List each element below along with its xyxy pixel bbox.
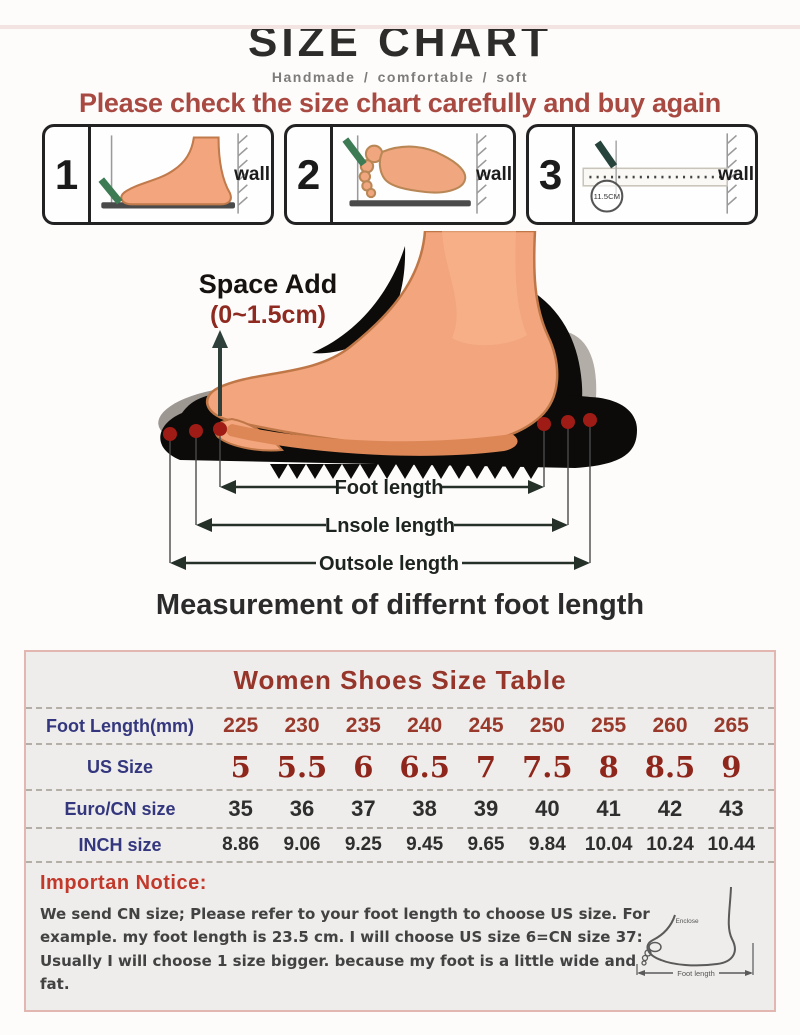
size-cell: 265: [713, 714, 749, 737]
size-cell: 9.84: [528, 834, 566, 855]
size-table-title: Women Shoes Size Table: [233, 665, 567, 695]
size-cell: 7.5: [522, 750, 573, 784]
foot-sketch-icon: Enclose Foot length: [636, 886, 754, 978]
size-table: Women Shoes Size Table Foot Length(mm) 22…: [24, 650, 776, 1012]
size-cell: 260: [652, 714, 688, 737]
size-cell: 9.06: [283, 834, 321, 855]
foot-side-view-icon: [98, 133, 248, 214]
step-panel-3: 3 11.5CM wall: [526, 124, 758, 225]
foot-in-shoe-illustration: Space Add (0~1.5cm) Foot length Lnsole l…: [158, 231, 638, 575]
step-panel-2: 2: [284, 124, 516, 225]
outsole-length-label: Outsole length: [319, 553, 459, 575]
size-cell: 250: [529, 714, 565, 737]
size-row-label: Foot Length(mm): [46, 715, 194, 736]
measurement-diagram: Space Add (0~1.5cm) Foot length Lnsole l…: [0, 231, 800, 585]
size-cell: 255: [591, 714, 627, 737]
sketch-ankle-label: Enclose: [675, 918, 699, 925]
size-row-label: INCH size: [78, 834, 162, 855]
size-cell: 37: [351, 796, 376, 821]
size-cell: 5.5: [276, 750, 328, 784]
size-cell: 10.04: [584, 834, 633, 855]
size-cell: 42: [657, 796, 683, 821]
warning-text: Please check the size chart carefully an…: [79, 88, 721, 118]
diagram-caption: Measurement of differnt foot length: [155, 589, 645, 621]
size-cell: 245: [468, 714, 504, 737]
wall-label: wall: [234, 163, 270, 185]
size-row-label: US Size: [86, 756, 154, 777]
size-cell: 43: [719, 796, 744, 821]
size-cell: 8.86: [222, 834, 260, 855]
size-cell: 40: [535, 796, 560, 821]
step-number: 2: [287, 127, 333, 222]
size-cell: 35: [228, 796, 253, 821]
sketch-length-label: Foot length: [677, 969, 715, 978]
size-cell: 39: [473, 796, 499, 821]
size-cell: 7: [475, 750, 497, 784]
foot-length-label: Foot length: [335, 477, 444, 499]
ruler-measure-label: 11.5CM: [594, 192, 620, 201]
size-cell: 9.25: [344, 834, 382, 855]
size-cell: 10.44: [707, 834, 756, 855]
size-table-row: INCH size 8.86 9.06 9.25 9.45 9.65 9.84 10.04 10…: [26, 827, 774, 861]
size-cell: 230: [284, 714, 320, 737]
step-illustration-footprint: wall: [333, 127, 513, 222]
size-cell: 6.5: [399, 750, 450, 784]
step-illustration-ruler: 11.5CM wall: [575, 127, 755, 222]
wall-label: wall: [476, 163, 512, 185]
size-table-row: Euro/CN size 35 36 37 38 39 40 41 42 43: [26, 789, 774, 827]
important-notice: Importan Notice: We send CN size; Please…: [26, 861, 774, 1010]
size-table-row: Foot Length(mm) 225 230 235 240 245 250 255 260 2…: [26, 707, 774, 743]
size-cell: 240: [407, 714, 443, 737]
page-subtitle: Handmade / comfortable / soft: [271, 69, 529, 85]
measure-steps-row: 1 wall 2: [0, 124, 800, 225]
size-cell: 10.24: [646, 834, 694, 855]
size-cell: 6: [353, 750, 374, 784]
step-panel-1: 1 wall: [42, 124, 274, 225]
size-cell: 235: [345, 714, 381, 737]
space-add-label: Space Add: [199, 269, 338, 299]
size-cell: 225: [223, 714, 259, 737]
space-add-range: (0~1.5cm): [210, 301, 326, 329]
size-cell: 8.5: [644, 750, 696, 784]
wall-label: wall: [718, 163, 754, 185]
insole-length-label: Lnsole length: [325, 515, 455, 537]
size-cell: 38: [412, 796, 437, 821]
ruler-icon: 11.5CM: [582, 133, 737, 214]
size-cell: 36: [289, 796, 315, 821]
size-cell: 9.45: [406, 834, 444, 855]
size-cell: 9.65: [467, 834, 505, 855]
size-row-label: Euro/CN size: [64, 798, 176, 819]
notice-title: Importan Notice:: [40, 872, 207, 894]
decorative-top-strip: [0, 25, 800, 29]
size-cell: 8: [598, 750, 619, 784]
size-cell: 9: [721, 750, 742, 784]
step-number: 3: [529, 127, 575, 222]
size-table-body: Foot Length(mm) 225 230 235 240 245 250 255 260 2…: [26, 707, 774, 861]
footprint-icon: [342, 133, 487, 214]
step-number: 1: [45, 127, 91, 222]
step-illustration-foot-side: wall: [91, 127, 271, 222]
size-cell: 5: [230, 750, 251, 784]
notice-body: We send CN size; Please refer to your fo…: [40, 905, 650, 993]
size-cell: 41: [596, 796, 621, 821]
size-table-row: US Size 5 5.5 6 6.5 7 7.5 8 8.5 9: [26, 743, 774, 789]
